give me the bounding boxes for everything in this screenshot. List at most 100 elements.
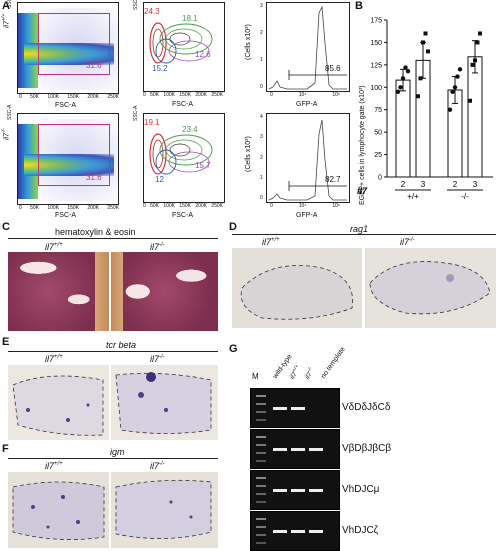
fsc-label-row1: FSC-A xyxy=(55,102,76,109)
data-point xyxy=(447,107,453,112)
igm-wt-label: il7+/+ xyxy=(45,461,63,471)
rag1-wt-label: il7+/+ xyxy=(262,237,280,247)
y-tick-label: 75 xyxy=(374,107,382,114)
x-tick-label: 2 xyxy=(401,180,406,189)
gate-red-row1: 24.3 xyxy=(144,7,160,16)
he-title: hematoxylin & eosin xyxy=(55,227,136,237)
y-tick-label: 150 xyxy=(370,40,382,47)
ssc-label-row1: SSC-A xyxy=(7,0,13,8)
data-point xyxy=(473,58,477,63)
gfp-histogram-row2 xyxy=(266,113,350,203)
gate-purple-row1: 12.6 xyxy=(195,50,211,59)
data-point xyxy=(416,94,420,99)
data-point xyxy=(403,65,408,70)
he-wt-label: il7+/+ xyxy=(45,242,63,252)
data-point xyxy=(455,74,460,79)
gate-blue-row2: 12 xyxy=(155,175,164,184)
gel-row-beta xyxy=(250,429,340,469)
igm-wt-image xyxy=(8,472,109,548)
y-tick-label: 100 xyxy=(370,85,382,92)
gate-green-row2: 23.4 xyxy=(182,125,198,134)
he-wt-image xyxy=(8,252,109,331)
gel-row-zeta xyxy=(250,511,340,551)
panel-label-c: C xyxy=(2,221,10,233)
gel-row-beta-label: VβDβJβCβ xyxy=(342,443,392,454)
data-point xyxy=(468,98,472,103)
contour-fsc-label-row1: FSC-A xyxy=(172,101,193,108)
cells-label-row1: (Cells x10³) xyxy=(245,24,252,60)
bar xyxy=(467,56,483,178)
data-point xyxy=(470,62,475,67)
lane-no-template-label: no template xyxy=(320,346,347,381)
facs-density-plot-row2 xyxy=(17,113,119,205)
gfp-pct-row2: 82.7 xyxy=(325,175,341,184)
fsc-ticks-row1: 0 50K 100K 150K 200K 250K xyxy=(19,94,119,100)
igm-ko-image xyxy=(111,472,218,548)
rag1-title: rag1 xyxy=(350,224,369,234)
facs-gate-pct-row1: 31.6 xyxy=(86,61,102,70)
bar xyxy=(395,79,411,178)
gel-row-delta-label: VδDδJδCδ xyxy=(342,402,391,413)
facs-contour-plot-row2 xyxy=(143,113,225,203)
y-tick-label: 175 xyxy=(370,18,382,25)
ssc-label-row2: SSC-A xyxy=(7,104,13,120)
group-prefix-label: il7 xyxy=(357,186,368,196)
data-point xyxy=(405,68,411,74)
hist-xticks-row1: 0 10⁴ 10⁵ xyxy=(270,92,340,98)
data-point xyxy=(423,31,428,36)
bar-chart: 0 25 50 75 100 125 150 175 2 3 2 3 +/+ -/- il7 xyxy=(355,12,499,222)
igm-divider xyxy=(8,458,218,459)
tcr-wt-label: il7+/+ xyxy=(45,354,63,364)
gfp-pct-row1: 85.6 xyxy=(325,64,341,73)
contour-ticks-row1: 0 50K 100K 150K 200K 250K xyxy=(143,92,223,98)
panel-label-a: A xyxy=(2,0,10,12)
bar-chart-ylabel: EGFP+ cells in lymphocyte gate (x10³) xyxy=(359,85,366,205)
x-tick-label: 3 xyxy=(421,180,426,189)
tcr-ko-image xyxy=(111,365,218,440)
tcr-wt-image xyxy=(8,365,109,440)
y-tick-label: 125 xyxy=(370,62,382,69)
tcr-ko-label: il7-/- xyxy=(150,354,165,364)
gel-row-mu xyxy=(250,470,340,510)
facs-gate-pct-row2: 31.6 xyxy=(86,173,102,182)
he-ko-image xyxy=(111,252,218,331)
hist-xticks-row2: 0 10⁴ 10⁵ xyxy=(270,203,340,209)
gel-row-mu-label: VhDJCμ xyxy=(342,484,380,495)
gate-green-row1: 18.1 xyxy=(182,14,198,23)
y-tick-label: 0 xyxy=(378,175,382,182)
gate-purple-row2: 15.7 xyxy=(195,161,211,170)
data-point xyxy=(418,76,423,81)
gate-red-row2: 19.1 xyxy=(144,118,160,127)
rag1-ko-label: il7-/- xyxy=(400,237,415,247)
data-point xyxy=(478,31,482,36)
panel-label-d: D xyxy=(229,221,237,233)
gfp-histogram-row1 xyxy=(266,2,350,92)
rag1-divider xyxy=(232,234,496,235)
data-point xyxy=(452,85,458,90)
igm-title: igm xyxy=(110,447,125,457)
data-point xyxy=(398,85,403,90)
tcr-title: tcr beta xyxy=(106,340,137,350)
contour-ticks-row2: 0 50K 100K 150K 200K 250K xyxy=(143,203,223,209)
fsc-label-row2: FSC-A xyxy=(55,212,76,219)
data-point xyxy=(426,49,430,54)
gfp-label-row1: GFP-A xyxy=(296,101,318,108)
data-point xyxy=(457,67,463,72)
tcr-divider xyxy=(8,351,218,352)
lane-ko-minus-label: il7-/- xyxy=(304,365,314,381)
gfp-label-row2: GFP-A xyxy=(296,212,318,219)
igm-ko-label: il7-/- xyxy=(150,461,165,471)
y-tick-label: 25 xyxy=(374,152,382,159)
panel-label-e: E xyxy=(2,336,10,348)
group-label-ko: -/- xyxy=(461,192,469,201)
lane-ko-plus-label: il7+/+ xyxy=(289,363,301,381)
data-point xyxy=(421,40,425,45)
rag1-wt-image xyxy=(232,248,362,328)
x-tick-label: 2 xyxy=(453,180,458,189)
fsc-ticks-row2: 0 50K 100K 150K 200K 250K xyxy=(19,205,119,211)
gate-blue-row1: 15.2 xyxy=(152,64,168,73)
data-point xyxy=(395,89,401,94)
cells-label-row2: (Cells x10³) xyxy=(245,136,252,172)
data-point xyxy=(400,76,406,81)
